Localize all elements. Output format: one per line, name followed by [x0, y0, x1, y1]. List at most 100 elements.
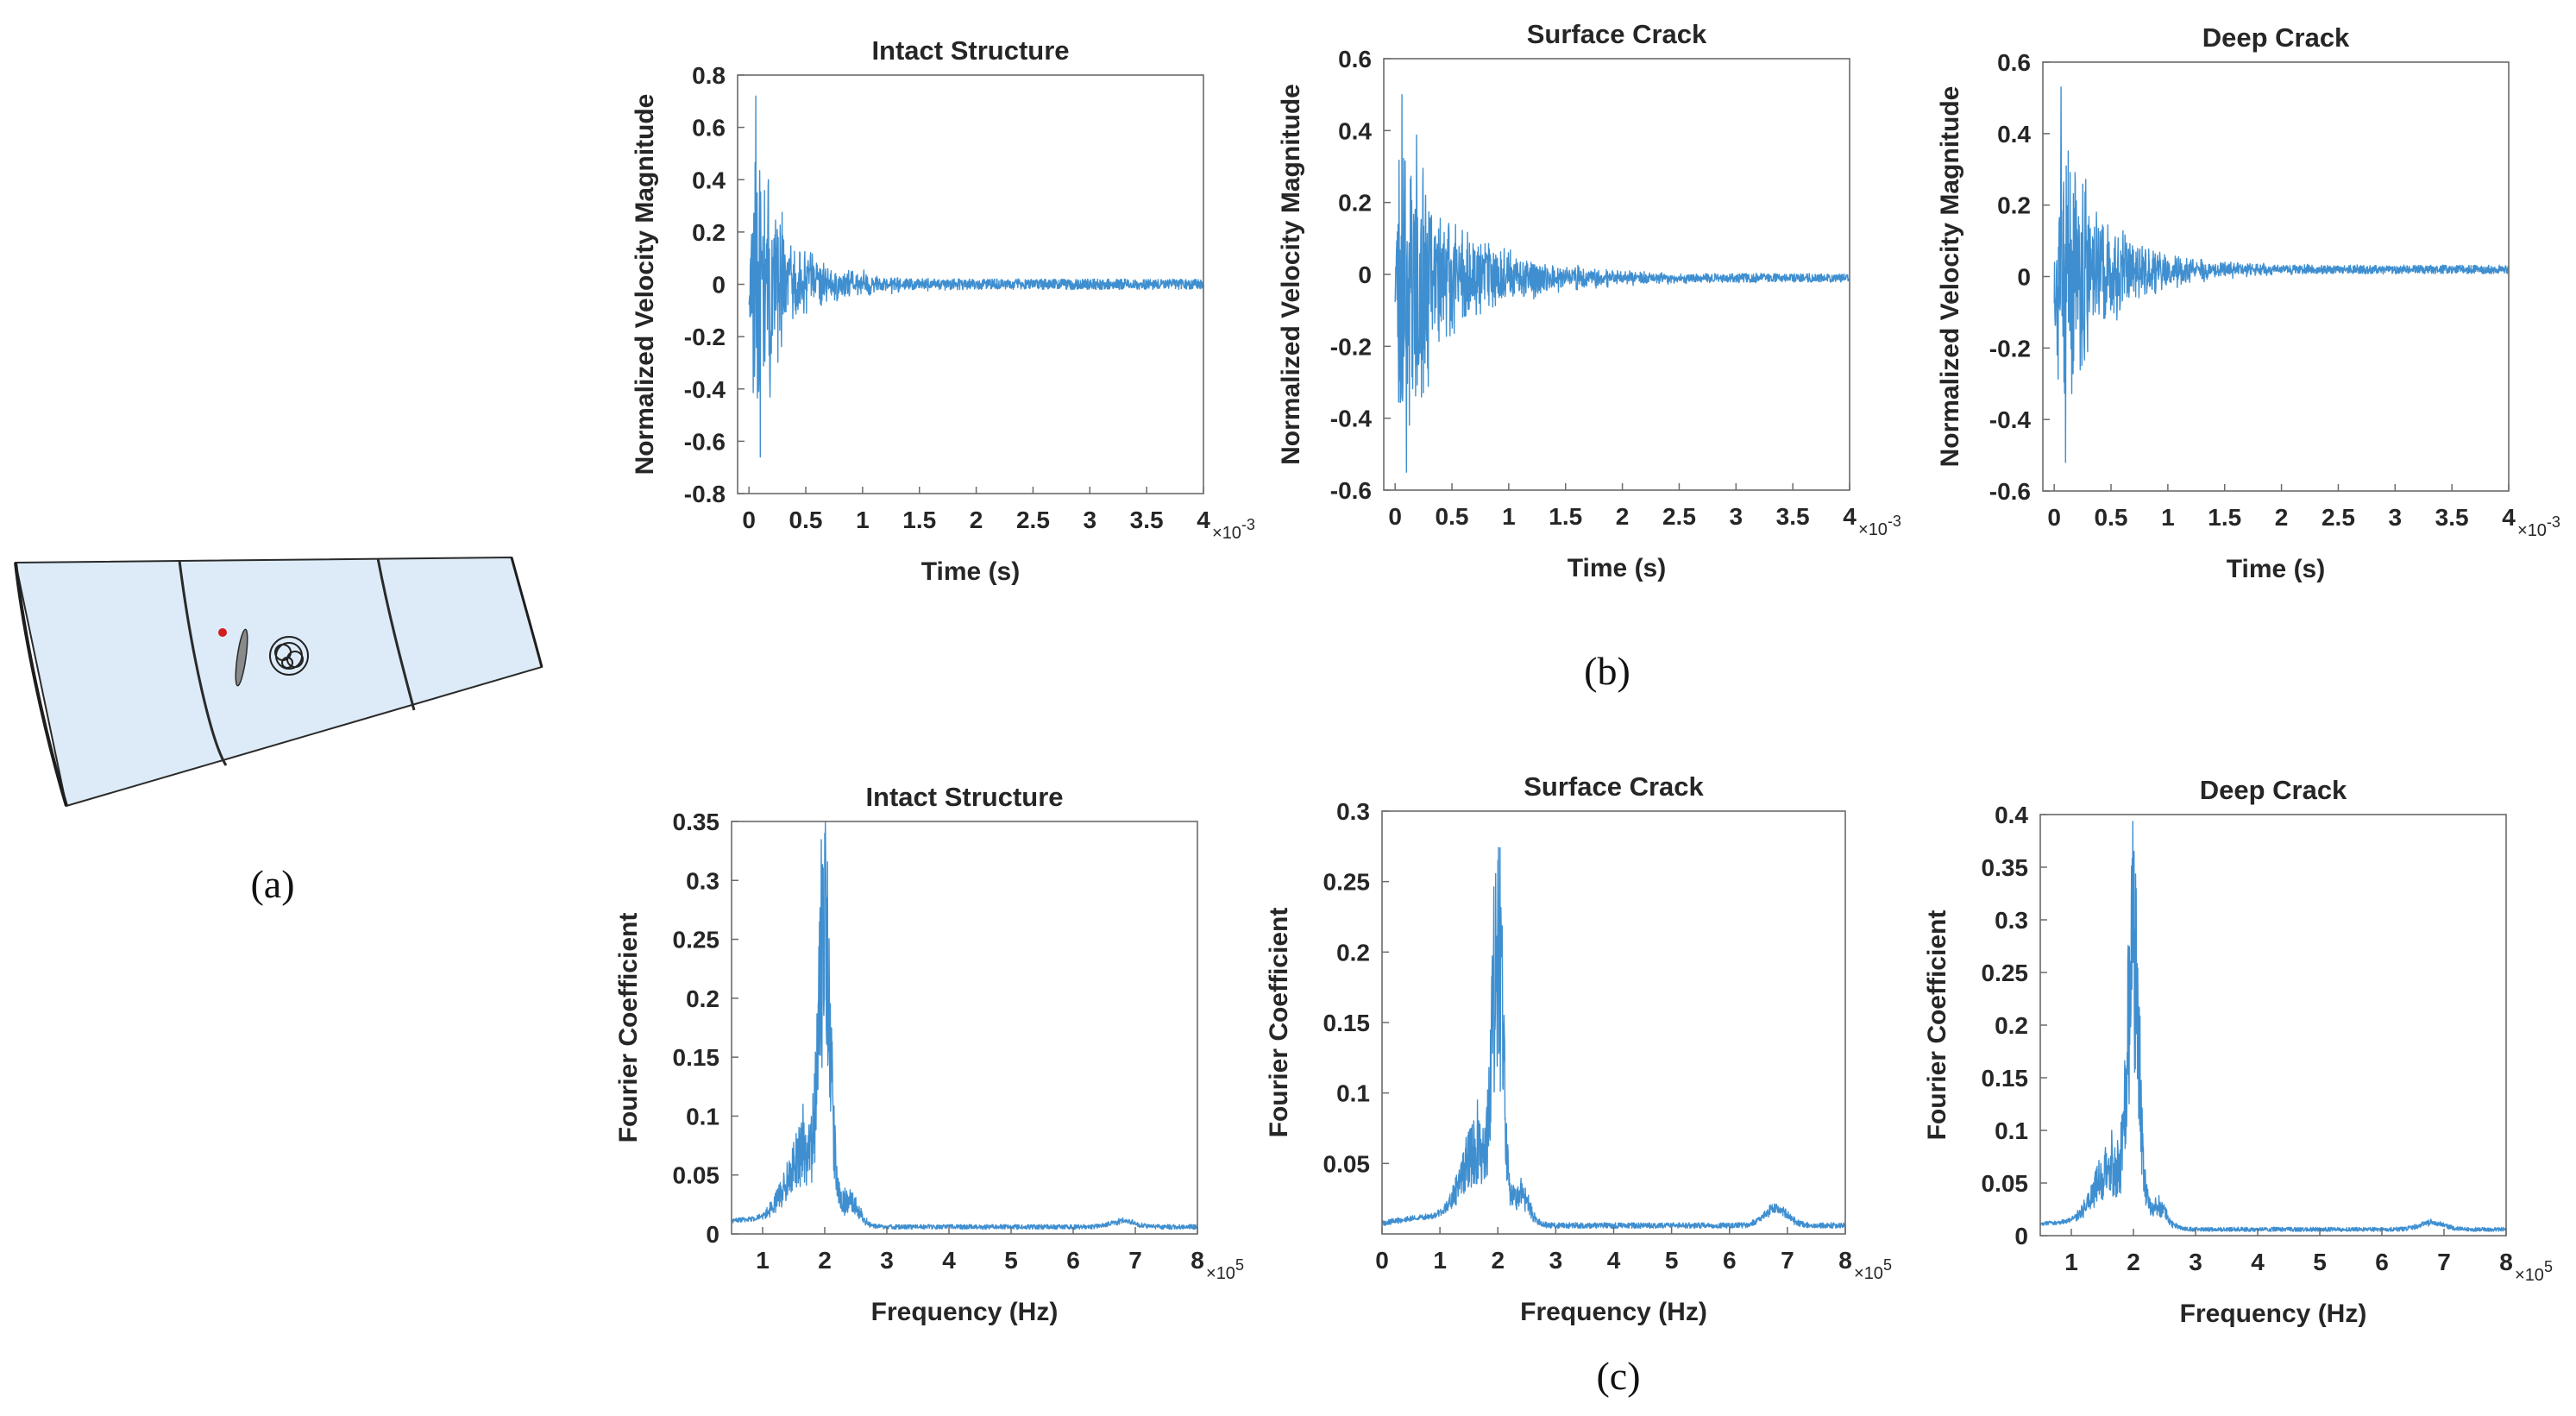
- excitation-source: [269, 636, 309, 676]
- x-tick-label: 1: [756, 1247, 770, 1274]
- y-tick-label: 0.8: [692, 62, 726, 89]
- y-tick-label: 0.2: [686, 985, 719, 1012]
- x-exponent-base: 10: [2528, 521, 2547, 540]
- y-tick-label: 0.6: [692, 115, 726, 142]
- wing-trailing-edge: [510, 557, 543, 668]
- x-exponent-power: -3: [1888, 513, 1901, 530]
- chart-6: Deep Crack 1 2 3 4 5 6 7 8 0 0.05 0.1 0.15 0.2 0.25 0.3…: [1923, 775, 2553, 1328]
- x-tick-label: 2: [1491, 1247, 1505, 1274]
- x-exponent-power: 5: [1235, 1256, 1244, 1274]
- y-tick-label: 0.6: [1997, 49, 2031, 76]
- x-tick-label: 2: [2127, 1249, 2140, 1275]
- x-axis-label: Frequency (Hz): [871, 1298, 1059, 1326]
- x-exponent-base: 10: [1864, 1264, 1883, 1283]
- x-tick-label: 3: [2389, 504, 2403, 531]
- x-tick-label: 4: [942, 1247, 956, 1274]
- y-tick-label: -0.4: [1989, 406, 2032, 433]
- x-tick-label: 2.5: [1662, 503, 1696, 530]
- x-axis-label: Frequency (Hz): [2180, 1300, 2367, 1328]
- y-axis-label: Normalized Velocity Magnitude: [1936, 86, 1964, 468]
- series-line: [2039, 821, 2507, 1232]
- x-tick-label: 3: [2189, 1249, 2202, 1275]
- y-tick-label: 0.2: [1338, 190, 1372, 217]
- x-tick-label: 4: [1607, 1247, 1621, 1274]
- x-tick-label: 2: [2275, 504, 2289, 531]
- x-tick-label: 7: [1781, 1247, 1794, 1274]
- y-tick-label: 0.1: [686, 1103, 719, 1130]
- y-axis-label: Fourier Coefficient: [1265, 908, 1293, 1138]
- x-exponent: ×10-3: [1212, 516, 1255, 543]
- x-tick-label: 3.5: [1776, 503, 1810, 530]
- x-tick-label: 1: [856, 507, 870, 533]
- y-tick-label: -0.6: [1989, 478, 2031, 505]
- chart-3: Deep Crack 0 0.5 1 1.5 2 2.5 3 3.5 4 -0.6 -0.4 -0.2 0…: [1936, 22, 2560, 583]
- x-exponent: ×105: [2515, 1258, 2553, 1285]
- y-tick-label: -0.6: [1330, 477, 1372, 504]
- x-tick-label: 3.5: [2435, 504, 2469, 531]
- panel-label-a: (a): [250, 862, 294, 906]
- x-tick-label: 2: [818, 1247, 832, 1274]
- y-tick-label: -0.8: [684, 481, 726, 507]
- y-tick-label: 0.3: [1336, 798, 1370, 825]
- y-tick-label: 0.1: [1995, 1117, 2028, 1144]
- wing-leading-edge: [14, 562, 68, 807]
- x-tick-label: 1.5: [2208, 504, 2241, 531]
- x-tick-label: 3: [880, 1247, 894, 1274]
- y-tick-label: 0.4: [1997, 121, 2031, 148]
- y-tick-label: 0.15: [1982, 1065, 2029, 1092]
- x-tick-label: 3: [1730, 503, 1744, 530]
- sensor-point: [218, 628, 227, 637]
- wing-rib-1: [178, 560, 228, 766]
- y-tick-label: 0.6: [1338, 46, 1372, 72]
- chart-4: Intact Structure 1 2 3 4 5 6 7 8 0 0.05 0.1 0.15 0.2 0…: [614, 782, 1244, 1326]
- x-tick-label: 7: [1128, 1247, 1142, 1274]
- y-tick-label: -0.2: [1330, 333, 1372, 360]
- x-tick-label: 2.5: [2322, 504, 2355, 531]
- y-tick-label: 0.2: [1995, 1012, 2028, 1039]
- wing-illustration: (a): [14, 556, 543, 906]
- x-tick-label: 4: [1197, 507, 1210, 533]
- x-tick-label: 6: [1066, 1247, 1080, 1274]
- y-tick-label: 0.25: [1323, 869, 1371, 896]
- chart-title: Deep Crack: [2200, 775, 2347, 805]
- x-exponent: ×10-3: [2517, 513, 2560, 540]
- x-exponent-times: ×: [1212, 524, 1222, 543]
- x-tick-label: 8: [2499, 1249, 2513, 1275]
- x-tick-label: 4: [2502, 504, 2516, 531]
- y-tick-label: 0: [2017, 264, 2031, 291]
- y-tick-label: 0.2: [1997, 192, 2031, 219]
- x-tick-label: 6: [1723, 1247, 1737, 1274]
- y-tick-label: 0.2: [692, 219, 726, 246]
- charts-container: Intact Structure 0 0.5 1 1.5 2 2.5 3 3.5 4 -0.8 -0.…: [614, 19, 2560, 1328]
- x-tick-label: 1: [2161, 504, 2175, 531]
- chart-1: Intact Structure 0 0.5 1 1.5 2 2.5 3 3.5 4 -0.8 -0.…: [631, 35, 1255, 586]
- x-tick-label: 4: [2251, 1249, 2265, 1275]
- x-tick-label: 3: [1084, 507, 1097, 533]
- x-exponent-power: 5: [2544, 1258, 2553, 1275]
- y-axis-label: Normalized Velocity Magnitude: [631, 94, 659, 475]
- x-tick-label: 5: [1665, 1247, 1679, 1274]
- chart-title: Surface Crack: [1524, 771, 1704, 802]
- y-tick-label: 0.4: [1995, 802, 2028, 828]
- y-tick-label: 0: [1358, 261, 1372, 288]
- series-line: [1394, 94, 1850, 473]
- y-tick-label: 0.1: [1336, 1080, 1370, 1107]
- wing-rib-2: [376, 557, 416, 711]
- y-tick-label: 0.15: [673, 1044, 720, 1071]
- x-exponent-power: -3: [1241, 516, 1255, 533]
- x-exponent: ×10-3: [1858, 513, 1901, 539]
- y-tick-label: 0: [712, 272, 726, 299]
- panel-label-b: (b): [1584, 649, 1630, 693]
- y-tick-label: 0.05: [673, 1162, 720, 1189]
- x-exponent-times: ×: [1854, 1264, 1864, 1283]
- x-tick-label: 3.5: [1130, 507, 1164, 533]
- y-tick-label: -0.2: [684, 324, 726, 350]
- x-exponent-base: 10: [1216, 1264, 1235, 1283]
- y-axis-label: Fourier Coefficient: [614, 913, 643, 1143]
- plot-frame: [731, 821, 1198, 1235]
- x-axis-label: Frequency (Hz): [1520, 1298, 1707, 1326]
- x-tick-label: 8: [1838, 1247, 1852, 1274]
- x-exponent-base: 10: [1222, 524, 1241, 543]
- chart-title: Intact Structure: [871, 35, 1069, 66]
